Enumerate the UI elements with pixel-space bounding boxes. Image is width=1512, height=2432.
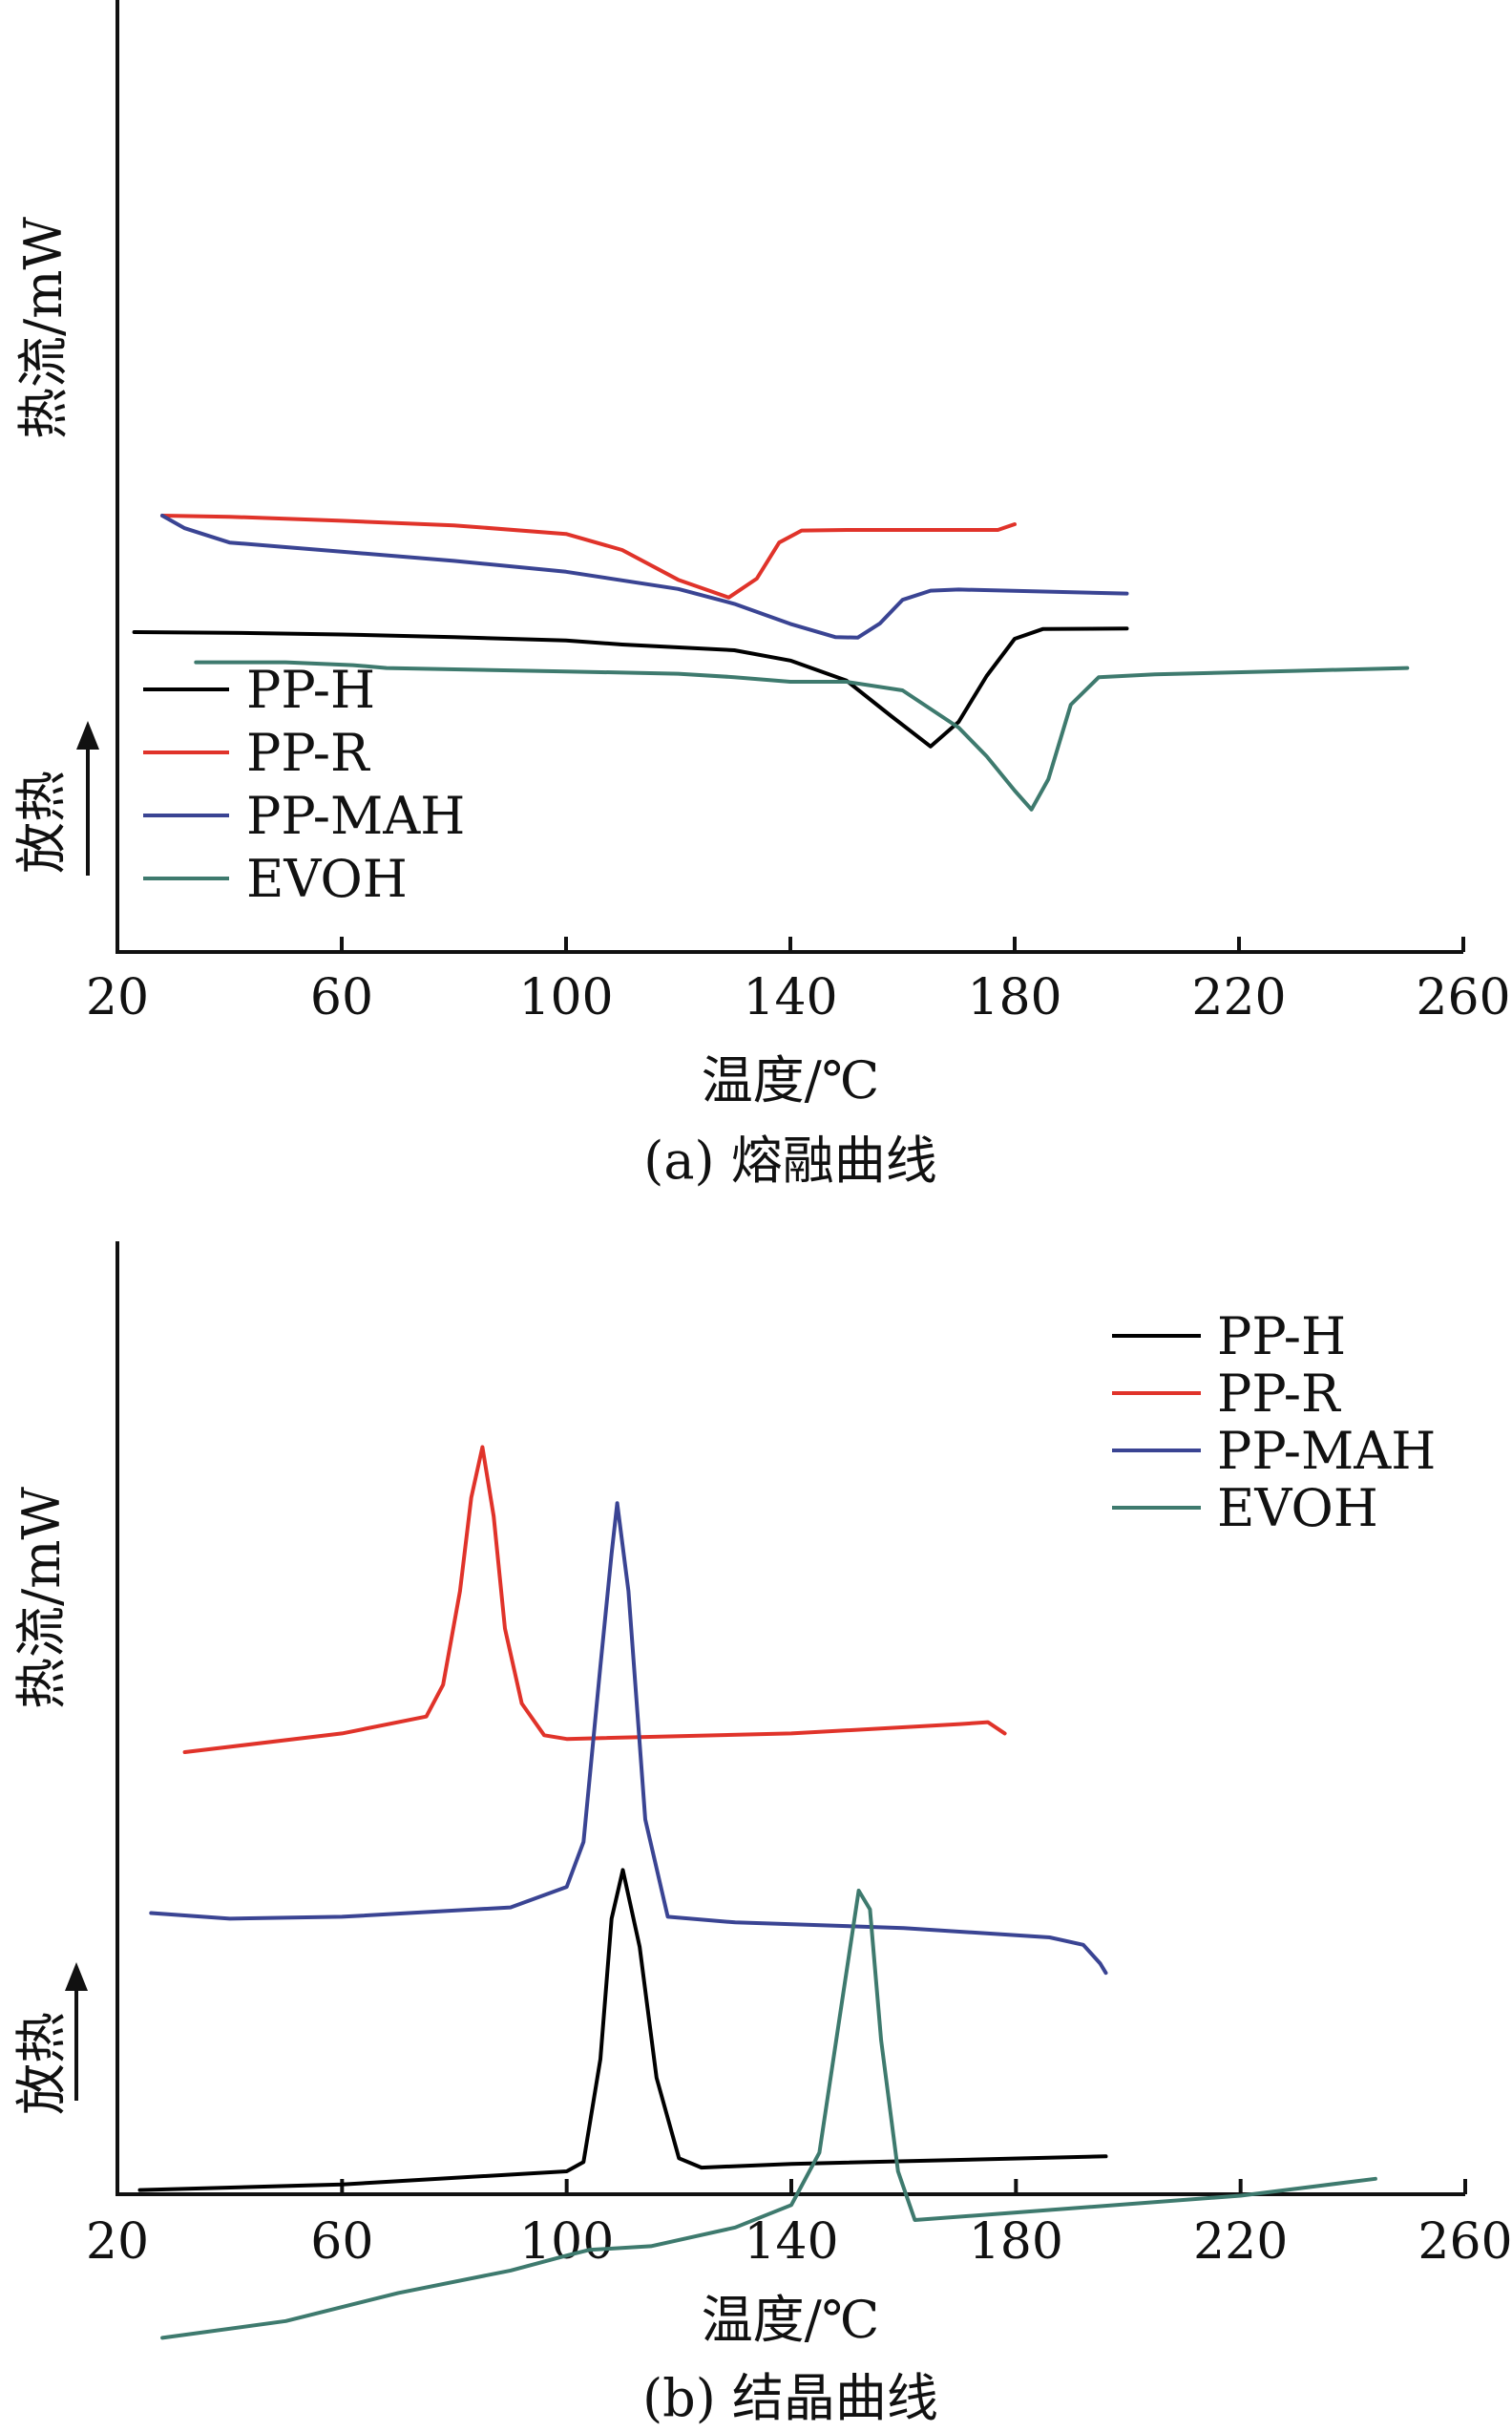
- series-lines-a: [132, 514, 1410, 812]
- y-axis-label-a: 热流/mW: [13, 217, 74, 439]
- caption-b: (b) 结晶曲线: [642, 2368, 938, 2428]
- legend-label: EVOH: [246, 849, 408, 909]
- x-ticks-a: 20 60 100 140 180 220 260: [86, 937, 1511, 1026]
- x-tick-label: 220: [1193, 2213, 1288, 2271]
- series-line-pp-mah: [149, 1501, 1108, 1976]
- y-axis-label-b: 热流/mW: [11, 1487, 72, 1709]
- exotherm-label-b: 放热: [11, 2012, 72, 2115]
- x-tick-label: 260: [1416, 969, 1510, 1026]
- x-tick-label: 60: [310, 2213, 373, 2271]
- exotherm-indicator-b: 放热: [11, 1962, 88, 2115]
- legend-label: EVOH: [1217, 1478, 1378, 1538]
- legend-label: PP-R: [246, 723, 370, 783]
- x-tick-label: 20: [86, 969, 149, 1026]
- series-lines-b: [137, 1445, 1377, 2340]
- legend-label: PP-MAH: [1217, 1421, 1436, 1481]
- exotherm-arrowhead-a: [76, 721, 99, 750]
- exotherm-label-a: 放热: [11, 771, 72, 874]
- x-axis-label-a: 温度/℃: [702, 1050, 880, 1110]
- caption-a: (a) 熔融曲线: [643, 1131, 937, 1191]
- exotherm-indicator-a: 放热: [11, 721, 99, 876]
- x-tick-label: 100: [518, 969, 613, 1026]
- series-line-evoh: [160, 1889, 1377, 2340]
- x-tick-label: 140: [743, 969, 837, 1026]
- series-line-pp-h: [132, 626, 1129, 749]
- legend-label: PP-H: [1217, 1306, 1346, 1366]
- series-line-pp-h: [137, 1868, 1108, 2192]
- series-line-pp-r: [182, 1445, 1007, 1754]
- x-axis-label-b: 温度/℃: [702, 2290, 880, 2350]
- x-tick-label: 60: [310, 969, 373, 1026]
- series-line-pp-r: [160, 514, 1017, 600]
- x-ticks-b: 20 60 100 140 180 220 260: [86, 2179, 1512, 2271]
- x-tick-label: 140: [744, 2213, 838, 2271]
- x-tick-label: 220: [1191, 969, 1286, 1026]
- legend-label: PP-H: [246, 660, 375, 720]
- legend-label: PP-R: [1217, 1364, 1341, 1424]
- x-tick-label: 180: [969, 2213, 1063, 2271]
- series-line-evoh: [194, 660, 1410, 812]
- exotherm-arrowhead-b: [65, 1962, 88, 1991]
- x-tick-label: 260: [1418, 2213, 1512, 2271]
- series-line-pp-mah: [160, 514, 1129, 640]
- x-tick-label: 100: [519, 2213, 614, 2271]
- legend-label: PP-MAH: [246, 786, 465, 846]
- x-tick-label: 20: [86, 2213, 149, 2271]
- x-tick-label: 180: [967, 969, 1061, 1026]
